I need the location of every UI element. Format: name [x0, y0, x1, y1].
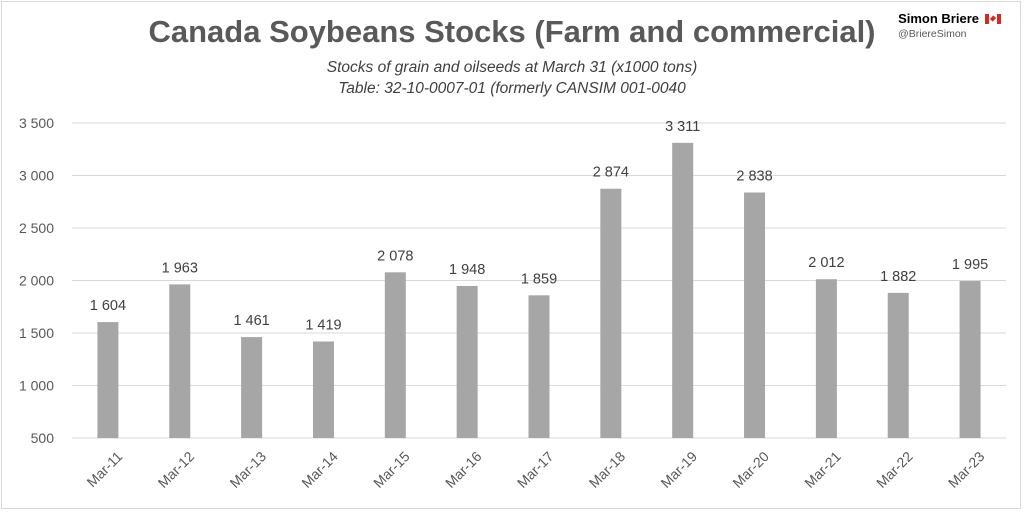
y-tick-label: 3 500 [19, 115, 54, 131]
data-label: 1 882 [880, 269, 916, 285]
data-label: 2 874 [593, 165, 629, 181]
data-label: 1 419 [305, 318, 341, 334]
bar [815, 279, 837, 438]
data-label: 3 311 [665, 119, 700, 135]
x-tick-label: Mar-22 [873, 448, 916, 491]
x-tick-label: Mar-13 [226, 448, 269, 491]
bar [384, 272, 406, 438]
x-tick-label: Mar-18 [586, 448, 629, 491]
y-tick-label: 2 500 [19, 220, 54, 236]
x-tick-label: Mar-15 [370, 448, 413, 491]
x-tick-label: Mar-12 [155, 448, 198, 491]
x-tick-label: Mar-21 [801, 448, 844, 491]
bar [672, 142, 694, 438]
y-tick-label: 2 000 [19, 273, 54, 289]
bar [456, 285, 478, 438]
data-label: 2 012 [808, 255, 844, 271]
data-label: 1 859 [521, 271, 557, 287]
x-tick-label: Mar-20 [729, 448, 772, 491]
x-tick-label: Mar-11 [83, 448, 125, 490]
bar [959, 281, 981, 438]
x-tick-label: Mar-16 [442, 448, 485, 491]
bar [312, 341, 334, 438]
chart-title: Canada Soybeans Stocks (Farm and commerc… [148, 14, 876, 49]
brand-handle: @BriereSimon [898, 28, 967, 40]
bar [600, 188, 622, 438]
brand-name: Simon Briere [898, 11, 979, 26]
chart-subtitle-line1: Stocks of grain and oilseeds at March 31… [326, 59, 698, 76]
y-tick-label: 3 000 [19, 168, 54, 184]
data-label: 1 948 [449, 262, 485, 278]
y-tick-label: 1 000 [19, 378, 54, 394]
data-label: 2 078 [377, 248, 413, 264]
brand-block: Simon Briere @BriereSimon [898, 11, 1001, 40]
data-label: 1 995 [952, 257, 988, 273]
data-label: 1 963 [162, 260, 198, 276]
bar [744, 192, 766, 438]
x-tick-label: Mar-23 [945, 448, 988, 491]
bar [887, 292, 909, 438]
data-label: 1 604 [90, 298, 126, 314]
chart-subtitle-line2: Table: 32-10-0007-01 (formerly CANSIM 00… [338, 80, 686, 97]
x-tick-label: Mar-14 [298, 448, 341, 491]
x-tick-label: Mar-17 [514, 448, 557, 491]
y-tick-label: 1 500 [19, 325, 54, 341]
bar [169, 284, 191, 438]
bar [97, 322, 119, 438]
y-tick-label: 500 [31, 430, 55, 446]
data-label: 2 838 [736, 169, 772, 185]
bar [528, 295, 550, 438]
bar [241, 337, 263, 438]
canada-flag-icon [985, 13, 1001, 24]
data-label: 1 461 [233, 313, 269, 329]
x-tick-label: Mar-19 [657, 448, 700, 491]
